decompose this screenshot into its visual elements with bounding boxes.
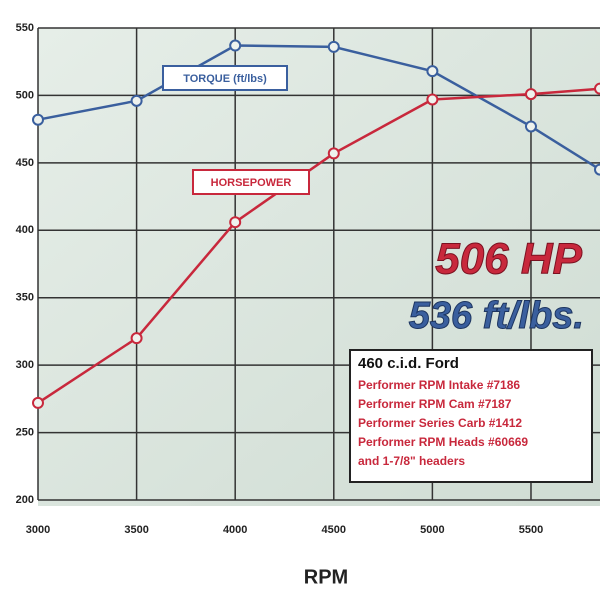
data-point — [594, 82, 600, 95]
spec-line: Performer RPM Intake #7186 — [358, 378, 520, 392]
y-tick-label: 250 — [16, 426, 34, 438]
data-point — [32, 396, 44, 409]
spec-line: Performer RPM Heads #60669 — [358, 435, 528, 449]
data-point — [130, 94, 143, 107]
data-point — [130, 332, 143, 345]
legend-label: HORSEPOWER — [211, 177, 292, 189]
x-tick-label: 4500 — [322, 524, 346, 536]
spec-title: 460 c.i.d. Ford — [358, 355, 459, 372]
data-point — [426, 65, 439, 78]
y-tick-label: 350 — [16, 292, 34, 304]
x-tick-label: 3500 — [124, 524, 148, 536]
y-tick-label: 400 — [16, 224, 34, 236]
data-point — [229, 216, 242, 229]
y-tick-label: 200 — [16, 494, 34, 506]
data-point — [327, 40, 340, 53]
x-tick-label: 3000 — [26, 524, 50, 536]
spec-line: Performer RPM Cam #7187 — [358, 397, 512, 411]
spec-line: and 1-7/8" headers — [358, 454, 465, 468]
headline-torque: 536 ft/lbs. — [409, 295, 584, 337]
data-point — [32, 113, 44, 126]
x-tick-label: 5000 — [420, 524, 444, 536]
spec-box — [349, 349, 593, 483]
data-point — [426, 93, 439, 106]
data-point — [524, 88, 537, 101]
y-tick-label: 450 — [16, 157, 34, 169]
headline-hp: 506 HP — [435, 235, 582, 284]
legend-box — [192, 169, 310, 195]
data-point — [327, 147, 340, 160]
data-point — [594, 163, 600, 176]
y-tick-label: 550 — [16, 22, 34, 34]
spec-line: Performer Series Carb #1412 — [358, 416, 522, 430]
legend-label: TORQUE (ft/lbs) — [183, 73, 267, 85]
legend-box — [162, 65, 288, 91]
data-point — [524, 120, 537, 133]
y-tick-label: 300 — [16, 359, 34, 371]
data-point — [229, 39, 242, 52]
x-tick-label: 4000 — [223, 524, 247, 536]
x-axis-label: RPM — [304, 566, 348, 588]
x-tick-label: 5500 — [519, 524, 543, 536]
y-tick-label: 500 — [16, 89, 34, 101]
